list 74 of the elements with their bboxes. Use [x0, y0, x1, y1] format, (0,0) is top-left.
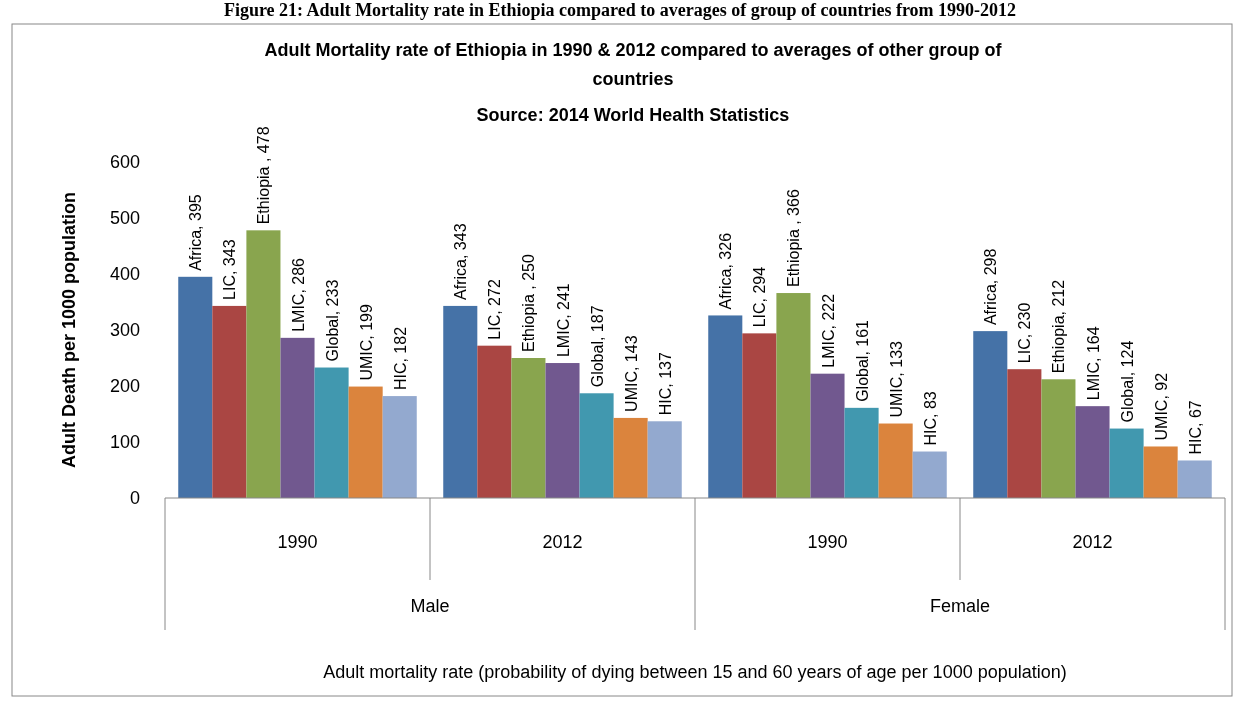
- text: Female: [929, 596, 991, 616]
- bar: [212, 305, 247, 498]
- data-label: LMIC, 164: [1084, 326, 1102, 401]
- bar: [1075, 406, 1110, 498]
- data-label: Global, 124: [1118, 340, 1136, 423]
- data-label: Ethiopia , 250: [520, 254, 538, 352]
- data-label: LIC, 230: [1016, 302, 1034, 364]
- bar: [1143, 446, 1178, 498]
- text: Male: [410, 596, 450, 616]
- y-tick-label: 600: [109, 152, 140, 173]
- data-label: HIC, 83: [921, 391, 939, 446]
- data-label: UMIC, 143: [622, 335, 640, 412]
- bar: [246, 230, 281, 498]
- data-label: Global, 161: [853, 319, 871, 402]
- data-label: Africa, 395: [187, 194, 205, 271]
- bar: [1177, 460, 1212, 498]
- bar: [912, 451, 947, 498]
- bar: [579, 393, 614, 498]
- bar: [973, 331, 1008, 498]
- data-label: Ethiopia, 212: [1050, 279, 1068, 374]
- bar: [613, 417, 648, 498]
- data-label: Global, 187: [588, 305, 606, 388]
- chart-subtitle: Source: 2014 World Health Statistics: [476, 105, 790, 125]
- data-label: HIC, 137: [656, 352, 674, 416]
- y-tick-label: 0: [129, 488, 140, 509]
- bar: [878, 423, 913, 498]
- data-label: LIC, 343: [221, 239, 239, 300]
- y-tick-label: 300: [109, 320, 140, 341]
- caption: Figure 21: Adult Mortality rate in Ethiopia compared to averages of group of countries from 1990-2012: [223, 0, 1017, 20]
- data-label: Africa, 326: [717, 232, 735, 310]
- data-label: Ethiopia , 478: [255, 126, 273, 225]
- chart-title: Adult Mortality rate of Ethiopia in 1990 & 2012 compared to averages of other group of countries: [264, 40, 1003, 89]
- data-label: HIC, 67: [1186, 400, 1204, 455]
- bar: [477, 345, 512, 498]
- data-label: LIC, 272: [486, 279, 504, 340]
- data-label: Global, 233: [323, 279, 341, 362]
- bar: [1007, 369, 1042, 498]
- data-label: Africa, 298: [982, 248, 1000, 326]
- y-tick-label: 100: [109, 432, 140, 453]
- bar: [443, 305, 478, 498]
- bar: [545, 363, 580, 498]
- bar: [810, 373, 845, 498]
- bar: [708, 315, 743, 498]
- bar: [742, 333, 777, 498]
- data-label: UMIC, 133: [887, 340, 905, 418]
- bar: [348, 386, 383, 498]
- data-label: Ethiopia , 366: [785, 189, 803, 288]
- y-tick-label: 500: [109, 208, 140, 229]
- bar: [1041, 379, 1076, 498]
- bar: [280, 337, 315, 498]
- bar: [844, 407, 879, 498]
- data-label: LMIC, 241: [554, 283, 572, 358]
- x-tick-label: 1990: [277, 532, 318, 552]
- bar: [178, 276, 213, 498]
- data-label: UMIC, 92: [1152, 372, 1170, 441]
- bar: [314, 367, 349, 498]
- y-tick-label: 400: [109, 264, 140, 285]
- data-label: LMIC, 286: [289, 257, 307, 332]
- x-tick-label: 2012: [542, 532, 583, 552]
- text: Adult mortality rate (probability of dying between 15 and 60 years of age per 1000 population): [323, 662, 1067, 682]
- data-label: LMIC, 222: [819, 293, 837, 368]
- data-label: LIC, 294: [751, 266, 769, 328]
- data-label: HIC, 182: [391, 326, 409, 391]
- bar: [1109, 428, 1144, 498]
- data-label: Africa, 343: [452, 223, 470, 300]
- x-tick-label: 1990: [807, 532, 848, 552]
- y-tick-label: 200: [109, 376, 140, 397]
- y-axis-title: Adult Death per 1000 population: [59, 191, 79, 469]
- bar: [776, 293, 811, 498]
- bar: [647, 421, 682, 498]
- bar: [382, 396, 417, 498]
- x-tick-label: 2012: [1072, 532, 1113, 552]
- data-label: UMIC, 199: [357, 303, 375, 381]
- bar: [511, 358, 546, 498]
